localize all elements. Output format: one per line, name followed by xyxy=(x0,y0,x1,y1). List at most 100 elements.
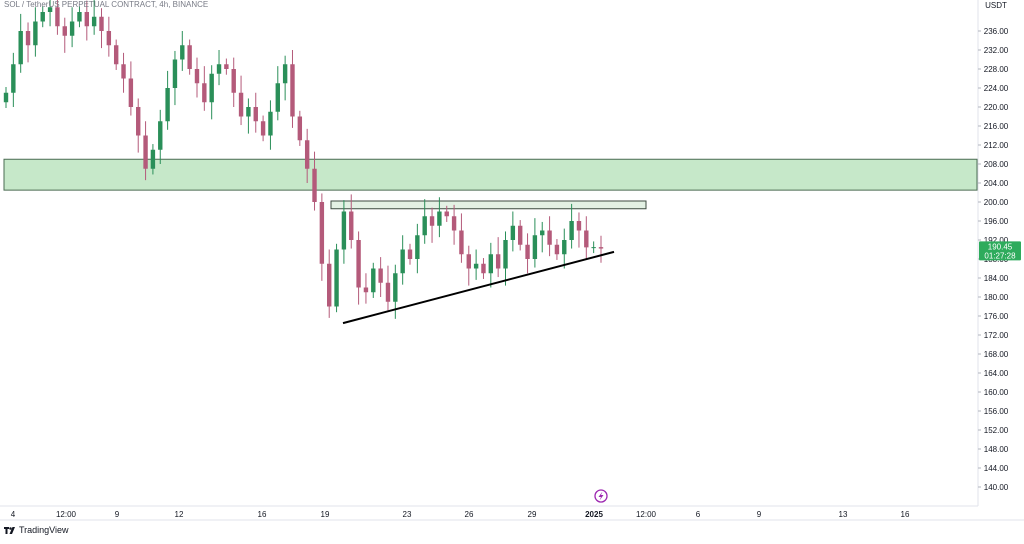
lightning-icon[interactable] xyxy=(594,489,608,503)
x-tick-label: 6 xyxy=(696,510,701,519)
x-tick-label: 12:00 xyxy=(636,510,657,519)
candle[interactable] xyxy=(158,109,163,164)
candle[interactable] xyxy=(584,216,589,259)
candle[interactable] xyxy=(466,245,471,286)
candle[interactable] xyxy=(481,258,486,279)
y-tick-label: 148.00 xyxy=(984,445,1009,454)
candle[interactable] xyxy=(47,0,53,27)
y-tick-label: 160.00 xyxy=(984,388,1009,397)
candle[interactable] xyxy=(106,16,112,57)
candle[interactable] xyxy=(517,220,523,251)
candle[interactable] xyxy=(532,218,538,268)
candle[interactable] xyxy=(349,194,354,249)
candle[interactable] xyxy=(290,50,295,128)
candle[interactable] xyxy=(378,257,383,297)
candle[interactable] xyxy=(62,17,67,53)
candle[interactable] xyxy=(503,231,508,286)
candle[interactable] xyxy=(363,273,369,304)
candle[interactable] xyxy=(400,235,405,285)
y-tick-label: 168.00 xyxy=(984,350,1009,359)
candle[interactable] xyxy=(165,70,170,130)
symbol-title[interactable]: SOL / TetherUS PERPETUAL CONTRACT, 4h, B… xyxy=(4,0,209,9)
candle[interactable] xyxy=(422,199,427,244)
candle[interactable] xyxy=(275,66,280,121)
candle[interactable] xyxy=(216,50,222,86)
candle[interactable] xyxy=(598,235,604,263)
candle[interactable] xyxy=(3,87,9,108)
candle[interactable] xyxy=(194,57,200,98)
candle[interactable] xyxy=(99,8,104,49)
resistance-zone[interactable] xyxy=(3,158,978,191)
candle[interactable] xyxy=(77,6,82,28)
candle[interactable] xyxy=(25,22,31,63)
candle[interactable] xyxy=(547,216,552,257)
candle[interactable] xyxy=(84,0,90,41)
candle[interactable] xyxy=(334,243,339,313)
x-tick-label: 9 xyxy=(757,510,762,519)
candle[interactable] xyxy=(128,61,134,116)
candle[interactable] xyxy=(40,6,45,28)
candle[interactable] xyxy=(69,7,75,48)
candle[interactable] xyxy=(209,65,214,120)
candle[interactable] xyxy=(540,221,545,253)
x-tick-label: 12 xyxy=(175,510,184,519)
candle[interactable] xyxy=(238,75,244,126)
candle[interactable] xyxy=(268,100,273,150)
candle[interactable] xyxy=(473,249,479,280)
candle[interactable] xyxy=(297,110,303,146)
candle[interactable] xyxy=(444,205,449,222)
candle[interactable] xyxy=(180,31,185,71)
candle[interactable] xyxy=(385,265,391,311)
y-tick-label: 180.00 xyxy=(984,293,1009,302)
candle[interactable] xyxy=(525,233,530,274)
tradingview-watermark[interactable]: TradingView xyxy=(4,525,69,535)
candle[interactable] xyxy=(576,212,582,248)
candle[interactable] xyxy=(495,237,501,278)
candle[interactable] xyxy=(569,203,574,249)
candle[interactable] xyxy=(253,92,258,133)
candle[interactable] xyxy=(55,0,60,35)
candle[interactable] xyxy=(231,57,236,107)
candle[interactable] xyxy=(224,58,229,75)
candle[interactable] xyxy=(282,55,288,101)
candle[interactable] xyxy=(554,239,560,260)
candle[interactable] xyxy=(121,52,126,93)
candle[interactable] xyxy=(327,249,332,318)
candle[interactable] xyxy=(11,52,16,107)
candle[interactable] xyxy=(371,262,376,298)
candle[interactable] xyxy=(437,197,442,238)
currency-label[interactable]: USDT xyxy=(985,1,1007,10)
support-trendline[interactable] xyxy=(342,250,615,325)
candle[interactable] xyxy=(459,213,464,263)
candle[interactable] xyxy=(488,242,494,288)
candle[interactable] xyxy=(33,7,38,57)
candle[interactable] xyxy=(429,207,435,243)
candle[interactable] xyxy=(18,13,23,73)
candle[interactable] xyxy=(143,121,148,181)
candle[interactable] xyxy=(356,231,361,305)
candle[interactable] xyxy=(136,98,141,153)
candle[interactable] xyxy=(246,98,251,134)
candle[interactable] xyxy=(451,204,457,245)
candle[interactable] xyxy=(172,50,178,106)
candle[interactable] xyxy=(510,211,516,252)
candle[interactable] xyxy=(407,243,413,265)
candle[interactable] xyxy=(202,66,207,111)
candle[interactable] xyxy=(312,151,317,211)
candle[interactable] xyxy=(150,144,156,175)
candle[interactable] xyxy=(91,0,97,35)
candle[interactable] xyxy=(415,223,420,274)
candle[interactable] xyxy=(341,200,347,264)
candle[interactable] xyxy=(260,115,266,142)
candle[interactable] xyxy=(319,193,325,281)
tradingview-logo-icon xyxy=(4,526,15,534)
candle[interactable] xyxy=(187,39,192,75)
triangle-top-zone[interactable] xyxy=(330,200,647,210)
candle[interactable] xyxy=(591,241,596,254)
candle[interactable] xyxy=(304,128,310,183)
candle[interactable] xyxy=(113,39,119,70)
candle[interactable] xyxy=(562,228,567,269)
